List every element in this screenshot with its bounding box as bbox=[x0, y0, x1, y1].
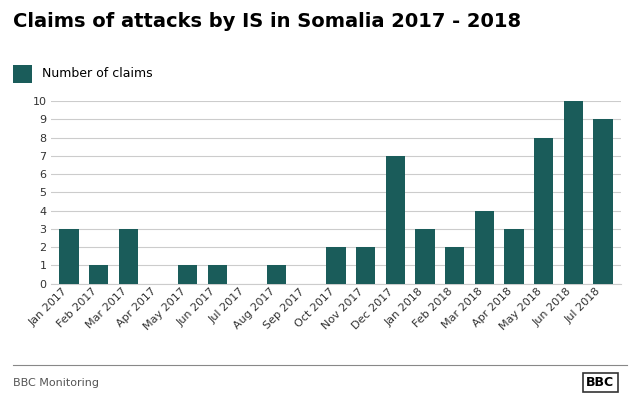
Text: Claims of attacks by IS in Somalia 2017 - 2018: Claims of attacks by IS in Somalia 2017 … bbox=[13, 12, 521, 31]
Bar bbox=[89, 265, 108, 284]
Bar bbox=[386, 156, 405, 284]
Bar bbox=[267, 265, 286, 284]
Text: BBC: BBC bbox=[586, 376, 614, 389]
Bar bbox=[504, 229, 524, 284]
Bar bbox=[593, 119, 612, 284]
Bar bbox=[178, 265, 197, 284]
Bar bbox=[326, 247, 346, 284]
Bar bbox=[118, 229, 138, 284]
Bar bbox=[564, 101, 583, 284]
Bar bbox=[60, 229, 79, 284]
Bar bbox=[534, 138, 554, 284]
Bar bbox=[415, 229, 435, 284]
Bar bbox=[445, 247, 464, 284]
Bar bbox=[475, 211, 494, 284]
Text: Number of claims: Number of claims bbox=[42, 67, 152, 80]
Bar bbox=[356, 247, 375, 284]
Text: BBC Monitoring: BBC Monitoring bbox=[13, 378, 99, 388]
Bar bbox=[208, 265, 227, 284]
